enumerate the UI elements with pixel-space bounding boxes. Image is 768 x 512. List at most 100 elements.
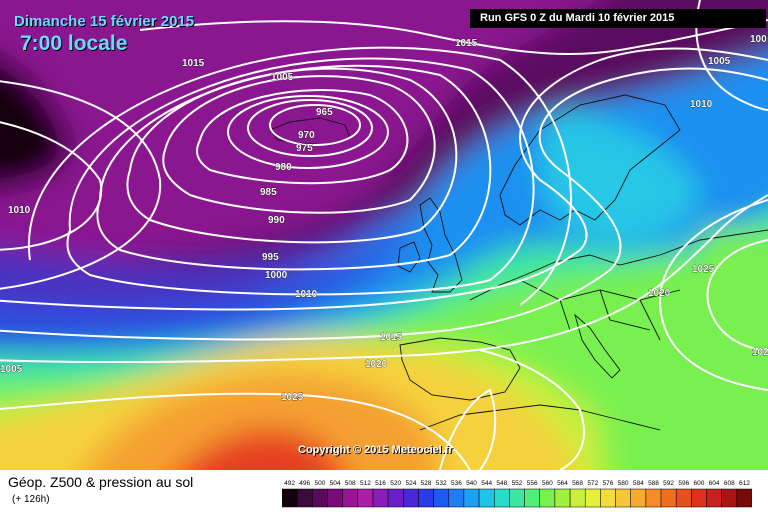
coast-iberia xyxy=(399,337,521,401)
isobar-1020 xyxy=(0,194,768,364)
scale-tick-label: 600 xyxy=(693,480,704,487)
scale-swatch xyxy=(418,488,434,508)
scale-swatch xyxy=(615,488,631,508)
isobar-labels: 1015 1015 1005 1010 100 1005 965 970 975… xyxy=(0,34,768,404)
isobar-label: 965 xyxy=(316,107,333,118)
scale-tick-label: 612 xyxy=(739,480,750,487)
scale-swatch xyxy=(584,488,601,508)
isobar-label: 1000 xyxy=(265,270,288,281)
scale-tick-label: 588 xyxy=(648,480,659,487)
scale-tick-label: 500 xyxy=(314,480,325,487)
scale-tick-label: 560 xyxy=(542,480,553,487)
isobar-1005-west xyxy=(0,121,103,251)
legend-subtitle: (+ 126h) xyxy=(12,494,50,505)
scale-swatch xyxy=(721,488,738,508)
isobar-label: 1005 xyxy=(271,72,294,83)
scale-swatch xyxy=(463,488,480,508)
coast-africa xyxy=(419,404,661,431)
isobar-label: 980 xyxy=(275,162,292,173)
field-z520 xyxy=(0,195,410,320)
isobar-970 xyxy=(247,99,373,157)
scale-tick-label: 508 xyxy=(345,480,356,487)
scale-swatch xyxy=(478,488,495,508)
scale-swatch xyxy=(706,488,722,508)
isobar-e-1025 xyxy=(706,239,768,351)
isobar-label: 1015 xyxy=(182,58,205,69)
isobar-label: 1015 xyxy=(455,38,478,49)
borders-europe xyxy=(519,279,681,341)
isobars xyxy=(0,0,768,470)
legend-title: Géop. Z500 & pression au sol xyxy=(8,474,194,490)
scale-swatch xyxy=(494,488,510,508)
scale-tick-label: 496 xyxy=(299,480,310,487)
scale-tick-label: 568 xyxy=(572,480,583,487)
isobar-label: 990 xyxy=(268,215,285,226)
field-z560-east xyxy=(700,225,768,323)
isobar-label: 100 xyxy=(750,34,767,45)
isobar-1000 xyxy=(66,57,535,296)
scale-tick-label: 512 xyxy=(360,480,371,487)
scale-tick-label: 576 xyxy=(603,480,614,487)
isobar-label: 1005 xyxy=(0,364,23,375)
scale-swatch xyxy=(403,488,419,508)
isobar-label: 1015 xyxy=(380,332,403,343)
isobar-995 xyxy=(96,64,492,271)
field-z544 xyxy=(540,110,700,243)
isobar-1015-main xyxy=(0,67,768,341)
color-scale: 492 496 500 504 508 512 516 520 524 528 532 536 540 5… xyxy=(282,480,752,508)
scale-tick-label: 520 xyxy=(390,480,401,487)
isobar-label: 985 xyxy=(260,187,277,198)
isobar-975 xyxy=(227,95,389,169)
field-z596 xyxy=(179,428,344,470)
scale-tick-label: 528 xyxy=(421,480,432,487)
scale-swatch xyxy=(524,488,541,508)
field-z584 xyxy=(84,372,442,470)
isobar-1025 xyxy=(0,392,471,470)
isobar-label: 1020 xyxy=(648,288,671,299)
scale-tick-label: 544 xyxy=(481,480,492,487)
forecast-date: Dimanche 15 février 2015 xyxy=(14,13,195,30)
copyright-text: Copyright © 2015 Meteociel.fr xyxy=(298,444,453,456)
coast-uk xyxy=(419,197,463,293)
scale-tick-label: 504 xyxy=(330,480,341,487)
coast-scandinavia xyxy=(499,94,681,226)
coast-ireland xyxy=(397,241,421,273)
scale-tick-label: 556 xyxy=(527,480,538,487)
legend-bar: Géop. Z500 & pression au sol (+ 126h) 49… xyxy=(0,470,768,512)
scale-swatch xyxy=(600,488,616,508)
scale-swatch xyxy=(342,488,359,508)
scale-tick-label: 552 xyxy=(512,480,523,487)
isobar-980 xyxy=(196,89,409,185)
scale-tick-label: 492 xyxy=(284,480,295,487)
scale-tick-label: 524 xyxy=(405,480,416,487)
scale-tick-label: 564 xyxy=(557,480,568,487)
scale-swatch xyxy=(645,488,662,508)
isobar-1010-west xyxy=(0,80,162,290)
scale-swatch xyxy=(691,488,707,508)
isobar-e-1020 xyxy=(658,199,768,391)
scale-swatch xyxy=(554,488,571,508)
scale-swatch xyxy=(675,488,692,508)
scale-tick-label: 548 xyxy=(496,480,507,487)
scale-tick-label: 592 xyxy=(663,480,674,487)
scale-tick-label: 584 xyxy=(633,480,644,487)
isobar-label: 1010 xyxy=(690,99,713,110)
isobar-ne-1005 xyxy=(695,0,768,111)
isobar-1015-north xyxy=(139,19,768,56)
isobar-label: 1010 xyxy=(295,289,318,300)
scale-tick-label: 608 xyxy=(724,480,735,487)
isobar-label: 102 xyxy=(752,347,768,358)
scale-swatch xyxy=(372,488,389,508)
isobar-label: 975 xyxy=(296,143,313,154)
isobar-985 xyxy=(162,75,436,214)
isobar-south-loop xyxy=(439,388,497,470)
scale-swatch xyxy=(296,488,313,508)
scale-tick-label: 580 xyxy=(618,480,629,487)
isobar-label: 995 xyxy=(262,252,279,263)
scale-tick-label: 604 xyxy=(709,480,720,487)
scale-swatch xyxy=(433,488,450,508)
isobar-label: 970 xyxy=(298,130,315,141)
scale-tick-label: 540 xyxy=(466,480,477,487)
scale-swatch xyxy=(736,488,752,508)
